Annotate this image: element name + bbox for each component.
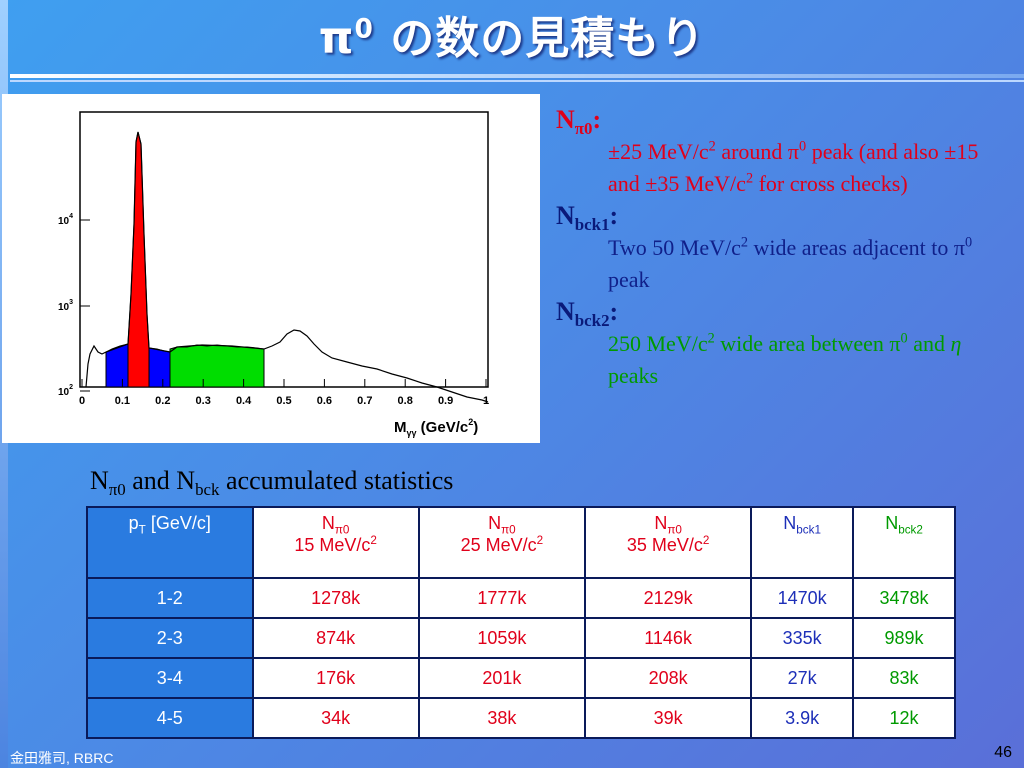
cell-pt: 2-3: [86, 617, 254, 659]
table-caption: Nπ0 and Nbck accumulated statistics: [90, 466, 454, 500]
cell-npi0-25: 38k: [417, 697, 586, 739]
x-tick-label: 0.2: [155, 395, 170, 407]
table-row: 3-4 176k 201k 208k 27k 83k: [86, 657, 956, 699]
slide-title: π0 の数の見積もり: [318, 13, 706, 64]
cell-npi0-25: 1059k: [417, 617, 586, 659]
cell-nbck1: 1470k: [750, 577, 855, 619]
pi0-peak-region: [127, 131, 150, 388]
table-row: 1-2 1278k 1777k 2129k 1470k 3478k: [86, 577, 956, 619]
x-tick-label: 0.9: [438, 395, 453, 407]
cell-npi0-35: 39k: [583, 697, 753, 739]
header-npi0-15: Nπ0 15 MeV/c2: [251, 506, 420, 579]
x-tick-label: 0.6: [317, 395, 332, 407]
header-nbck1: Nbck1: [750, 506, 855, 579]
header-pt: pT [GeV/c]: [86, 506, 254, 579]
title-underline: [10, 74, 1024, 78]
n-bck2-description: 250 MeV/c2 wide area between π0 and η pe…: [608, 330, 962, 388]
table-row: 2-3 874k 1059k 1146k 335k 989k: [86, 617, 956, 659]
cell-nbck2: 83k: [852, 657, 956, 699]
cell-nbck1: 3.9k: [750, 697, 855, 739]
x-tick-label: 0: [79, 395, 85, 407]
cell-npi0-35: 2129k: [583, 577, 753, 619]
n-bck2-heading: Nbck2:: [556, 297, 619, 331]
spectrum-curve: [85, 131, 489, 403]
n-bck1-heading: Nbck1:: [556, 201, 619, 235]
bck2-region: [169, 344, 265, 388]
n-bck1-description: Two 50 MeV/c2 wide areas adjacent to π0 …: [608, 234, 973, 292]
table-row: 4-5 34k 38k 39k 3.9k 12k: [86, 697, 956, 739]
cell-pt: 4-5: [86, 697, 254, 739]
title-underline-thin: [10, 80, 1024, 82]
cell-pt: 1-2: [86, 577, 254, 619]
x-tick-label: 0.1: [115, 395, 130, 407]
x-tick-label: 0.7: [357, 395, 372, 407]
y-tick-label: 103: [58, 299, 73, 313]
mass-spectrum-plot: 0 0.1 0.2 0.3 0.4 0.5 0.6 0.7 0.8 0.9 1 102 103 104 …: [2, 94, 540, 443]
header-npi0-35: Nπ0 35 MeV/c2: [583, 506, 753, 579]
x-tick-label: 0.4: [236, 395, 252, 407]
n-pi0-heading: Nπ0:: [556, 105, 602, 139]
header-nbck2: Nbck2: [852, 506, 956, 579]
cell-npi0-25: 201k: [417, 657, 586, 699]
cell-npi0-25: 1777k: [417, 577, 586, 619]
x-tick-label: 0.5: [276, 395, 291, 407]
cell-npi0-15: 34k: [251, 697, 420, 739]
header-npi0-25: Nπ0 25 MeV/c2: [417, 506, 586, 579]
page-number: 46: [994, 744, 1012, 761]
statistics-table: pT [GeV/c] Nπ0 15 MeV/c2 Nπ0 25 MeV/c2 Nπ0…: [86, 506, 956, 739]
cell-pt: 3-4: [86, 657, 254, 699]
x-axis-ticks: 0 0.1 0.2 0.3 0.4 0.5 0.6 0.7 0.8 0.9 1: [79, 379, 489, 407]
footer-author: 金田雅司, RBRC: [10, 750, 114, 766]
cell-npi0-35: 208k: [583, 657, 753, 699]
x-tick-label: 0.8: [398, 395, 413, 407]
cell-npi0-15: 874k: [251, 617, 420, 659]
cell-npi0-15: 1278k: [251, 577, 420, 619]
n-pi0-description: ±25 MeV/c2 around π0 peak (and also ±15 …: [608, 138, 979, 196]
cell-nbck2: 989k: [852, 617, 956, 659]
y-tick-label: 104: [58, 213, 73, 227]
cell-nbck2: 12k: [852, 697, 956, 739]
x-tick-label: 1: [483, 395, 489, 407]
y-axis-ticks: 102 103 104: [58, 213, 90, 398]
x-tick-label: 0.3: [196, 395, 211, 407]
bck1-region-right: [148, 347, 171, 388]
x-axis-label: Mγγ (GeV/c2): [394, 417, 478, 438]
cell-nbck2: 3478k: [852, 577, 956, 619]
definitions-panel: Nπ0: ±25 MeV/c2 around π0 peak (and also…: [556, 104, 1006, 392]
table-header-row: pT [GeV/c] Nπ0 15 MeV/c2 Nπ0 25 MeV/c2 Nπ0…: [86, 506, 956, 579]
cell-npi0-35: 1146k: [583, 617, 753, 659]
cell-nbck1: 27k: [750, 657, 855, 699]
cell-nbck1: 335k: [750, 617, 855, 659]
y-tick-label: 102: [58, 384, 73, 398]
cell-npi0-15: 176k: [251, 657, 420, 699]
